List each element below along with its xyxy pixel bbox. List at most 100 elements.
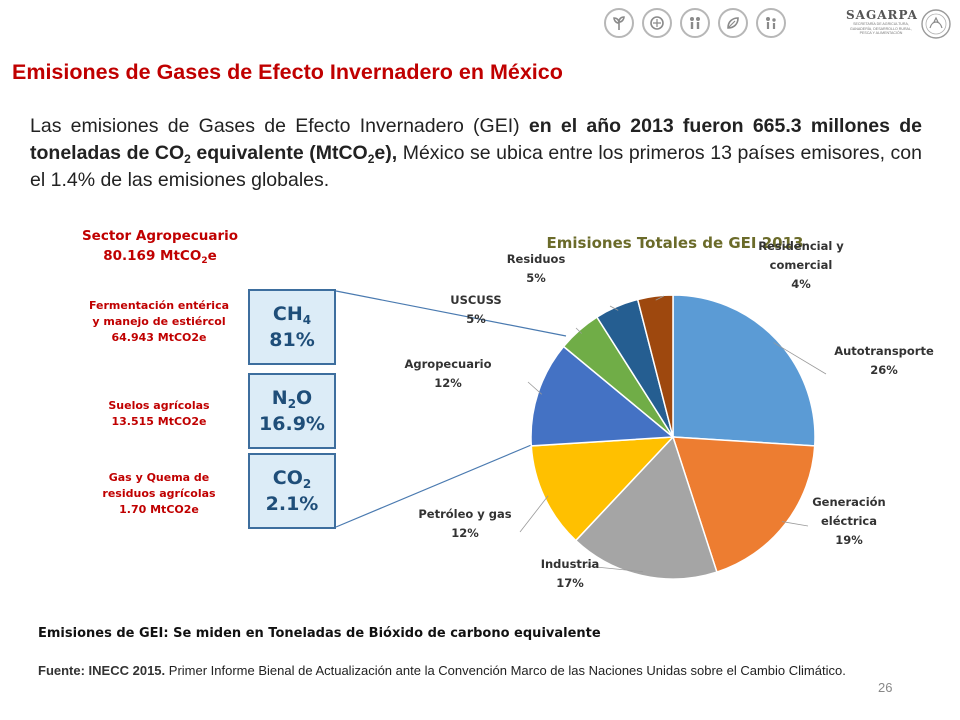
pie-label-name: Industria	[540, 557, 600, 571]
intro-bold-1: en el año 2013 fueron 665.3 millones de …	[30, 115, 922, 164]
pie-label-pct: 12%	[434, 376, 462, 390]
breakdown-label-line: residuos agrícolas	[102, 487, 216, 500]
pie-leader-line	[585, 565, 643, 573]
pie-label-pct: 26%	[870, 363, 898, 377]
intro-bold-3: e),	[374, 142, 398, 164]
pie-label-pct: 5%	[466, 312, 486, 326]
breakdown-label-ch4: Fermentación entérica y manejo de estiér…	[64, 298, 254, 346]
source-citation: Fuente: INECC 2015. Primer Informe Biena…	[38, 660, 858, 681]
pie-label-name: Residuos	[506, 252, 566, 266]
gas-formula: CH	[272, 303, 303, 325]
sector-heading: Sector Agropecuario 80.169 MtCO2e	[60, 226, 260, 266]
pie-label-name: comercial	[769, 257, 833, 272]
pie-label-petr-leo-y-gas: Petróleo y gas 12%	[405, 505, 525, 543]
gas-formula-post: O	[296, 387, 313, 409]
people-icon	[756, 8, 786, 38]
intro-bold-sub-1: 2	[184, 152, 191, 166]
sagarpa-logo: SAGARPA SECRETARÍA DE AGRICULTURA, GANAD…	[846, 8, 918, 36]
pie-slice-residencial-y-comercial	[636, 294, 674, 438]
breakdown-label-line: 13.515 MtCO2e	[111, 415, 207, 428]
intro-paragraph: Las emisiones de Gases de Efecto Inverna…	[30, 113, 922, 194]
sector-total-sub: 2	[201, 256, 208, 266]
pie-label-generaci-n-el-ctrica: Generación eléctrica 19%	[789, 493, 909, 550]
pie-leader-line	[519, 495, 549, 533]
pie-label-name: USCUSS	[450, 293, 502, 307]
gas-box-n2o: N2O 16.9%	[248, 373, 336, 449]
breakdown-label-line: Suelos agrícolas	[108, 399, 210, 412]
gas-formula: N	[271, 387, 288, 409]
pie-slice-autotransporte	[672, 294, 816, 447]
gas-formula-sub: 2	[302, 477, 312, 491]
breakdown-label-co2: Gas y Quema de residuos agrícolas 1.70 M…	[64, 470, 254, 518]
header-bar: SAGARPA SECRETARÍA DE AGRICULTURA, GANAD…	[0, 0, 960, 56]
agro-connector-line-1	[335, 290, 567, 337]
gas-box-ch4: CH4 81%	[248, 289, 336, 365]
pie-label-residuos: Residuos 5%	[476, 250, 596, 288]
page-title: Emisiones de Gases de Efecto Invernadero…	[12, 60, 563, 84]
gas-box-co2: CO2 2.1%	[248, 453, 336, 529]
pie-label-name: eléctrica	[820, 513, 878, 528]
chart-title: Emisiones Totales de GEI 2013	[546, 234, 804, 252]
pie-label-name: Petróleo y gas	[418, 507, 512, 521]
breakdown-label-line: 64.943 MtCO2e	[111, 331, 207, 344]
pie-leader-line	[527, 381, 543, 395]
pie-label-name: Generación	[812, 494, 886, 509]
family-icon	[680, 8, 710, 38]
gas-formula-sub: 2	[287, 397, 297, 411]
sector-total: 80.169 MtCO2e	[60, 246, 260, 266]
pie-leader-line	[575, 327, 583, 334]
breakdown-label-line: 1.70 MtCO2e	[119, 503, 199, 516]
brand-sub-3: PESCA Y ALIMENTACIÓN	[859, 31, 903, 36]
pie-label-residencial-y-comercial: Residencial y comercial 4%	[741, 237, 861, 294]
header-icons	[604, 8, 786, 38]
pie-label-uscuss: USCUSS 5%	[416, 291, 536, 329]
pie-label-autotransporte: Autotransporte 26%	[824, 342, 944, 380]
brand-sub-2: GANADERÍA, DESARROLLO RURAL,	[850, 26, 912, 31]
pie-label-name: Residencial y	[758, 238, 844, 253]
pie-label-pct: 4%	[791, 276, 811, 291]
agro-connector-line-2	[335, 442, 537, 528]
intro-bold-sub-2: 2	[367, 152, 375, 166]
breakdown-label-line: Fermentación entérica	[88, 299, 230, 312]
wheat-icon	[642, 8, 672, 38]
pie-leader-line	[773, 342, 827, 375]
pie-leader-line	[781, 521, 809, 527]
leaf-icon	[718, 8, 748, 38]
sector-total-value: 80.169 MtCO	[103, 248, 202, 264]
breakdown-label-line: y manejo de estiércol	[92, 315, 226, 328]
pie-label-agropecuario: Agropecuario 12%	[388, 355, 508, 393]
pie-slice-industria	[574, 435, 718, 580]
pie-label-pct: 17%	[556, 576, 584, 590]
pie-label-pct: 12%	[451, 526, 479, 540]
pie-slice-petr-leo-y-gas	[530, 436, 675, 542]
source-text: Primer Informe Bienal de Actualización a…	[165, 663, 846, 678]
gas-formula: CO	[272, 467, 303, 489]
brand-name: SAGARPA	[846, 8, 918, 22]
breakdown-label-line: Gas y Quema de	[108, 471, 210, 484]
pie-label-pct: 5%	[526, 271, 546, 285]
pie-leader-line	[609, 305, 619, 311]
pie-slice-generaci-n-el-ctrica	[671, 436, 816, 573]
pie-label-name: Autotransporte	[834, 344, 934, 358]
sector-total-unit: e	[207, 248, 217, 264]
mexico-seal-icon	[921, 9, 951, 39]
sector-title: Sector Agropecuario	[81, 228, 239, 244]
gas-formula-ch4: CH4	[250, 301, 334, 327]
breakdown-label-n2o: Suelos agrícolas 13.515 MtCO2e	[64, 398, 254, 430]
pie-label-industria: Industria 17%	[510, 555, 630, 593]
gas-pct-co2: 2.1%	[265, 493, 319, 515]
intro-text-1: Las emisiones de Gases de Efecto Inverna…	[30, 115, 529, 137]
gas-formula-sub: 4	[302, 313, 312, 327]
source-label: Fuente: INECC 2015.	[38, 663, 166, 678]
intro-bold-2: equivalente (MtCO	[190, 142, 368, 164]
brand-sub-1: SECRETARÍA DE AGRICULTURA,	[853, 22, 909, 26]
units-note: Emisiones de GEI: Se miden en Toneladas …	[38, 626, 601, 641]
gas-formula-n2o: N2O	[250, 385, 334, 411]
plant-icon	[604, 8, 634, 38]
pie-leader-line	[655, 295, 665, 301]
gas-pct-ch4: 81%	[269, 329, 315, 351]
page-number: 26	[878, 680, 893, 695]
gas-pct-n2o: 16.9%	[259, 413, 325, 435]
intro-text-2: México se ubica entre los primeros 13 pa…	[30, 142, 922, 191]
